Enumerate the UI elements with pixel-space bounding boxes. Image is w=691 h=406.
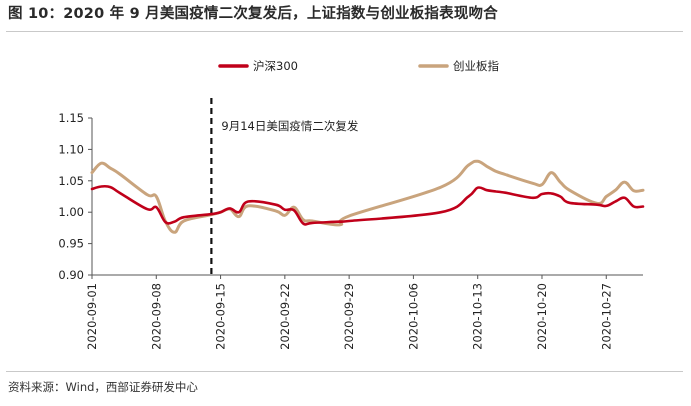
y-tick-label: 0.90	[58, 268, 84, 282]
legend-label: 创业板指	[453, 59, 499, 73]
x-tick-label: 2020-10-13	[471, 283, 485, 350]
title-divider	[6, 31, 683, 32]
legend-label: 沪深300	[253, 59, 298, 73]
y-tick-label: 0.95	[58, 237, 84, 251]
source-divider	[6, 371, 683, 372]
y-tick-label: 1.10	[58, 142, 84, 156]
y-tick-label: 1.15	[58, 111, 84, 125]
source-note: 资料来源：Wind，西部证券研发中心	[8, 380, 198, 394]
y-tick-label: 1.05	[58, 174, 84, 188]
x-tick-label: 2020-09-15	[214, 283, 228, 350]
x-tick-label: 2020-09-22	[278, 283, 292, 350]
x-tick-label: 2020-10-06	[406, 283, 420, 350]
annotation-label: 9月14日美国疫情二次复发	[221, 119, 358, 133]
x-tick-label: 2020-10-20	[535, 283, 549, 350]
x-tick-label: 2020-09-29	[342, 283, 356, 350]
x-tick-label: 2020-09-08	[149, 283, 163, 350]
x-tick-label: 2020-10-27	[599, 283, 613, 350]
x-tick-label: 2020-09-01	[85, 283, 99, 350]
y-tick-label: 1.00	[58, 205, 84, 219]
chart-title: 图 10：2020 年 9 月美国疫情二次复发后，上证指数与创业板指表现吻合	[8, 6, 498, 22]
series-line-hs300	[90, 184, 645, 226]
